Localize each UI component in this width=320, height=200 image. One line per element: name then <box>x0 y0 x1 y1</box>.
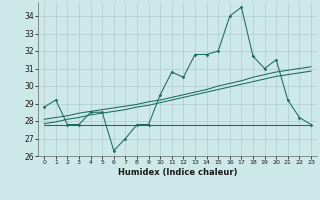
X-axis label: Humidex (Indice chaleur): Humidex (Indice chaleur) <box>118 168 237 177</box>
